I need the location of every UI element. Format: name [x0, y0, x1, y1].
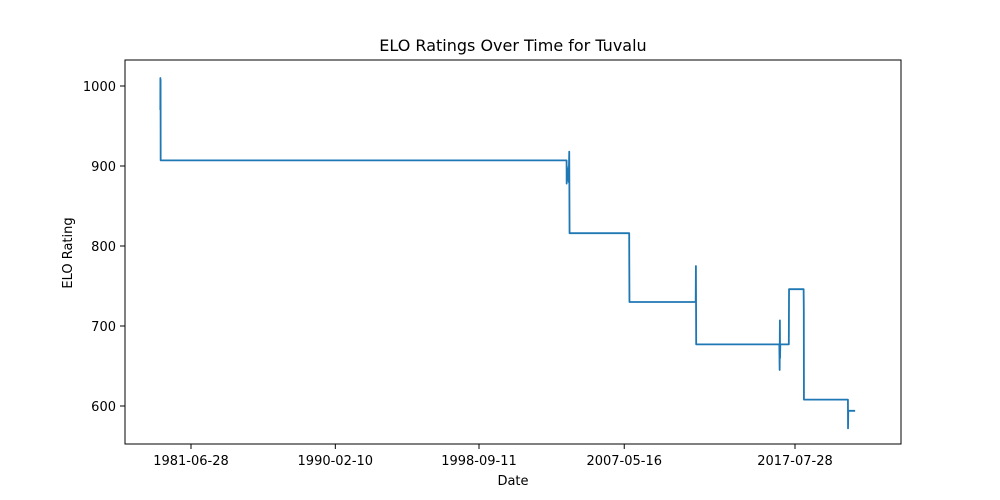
plot-layer [159, 77, 856, 430]
y-tick-label: 700 [91, 320, 116, 335]
plot-frame [124, 59, 902, 445]
y-tick-label: 800 [91, 240, 116, 255]
x-tick-label: 1990-02-10 [298, 454, 374, 469]
x-tick-label: 2007-05-16 [586, 454, 662, 469]
x-axis-label: Date [497, 474, 528, 489]
chart-title: ELO Ratings Over Time for Tuvalu [379, 36, 646, 55]
y-tick-label: 900 [91, 160, 116, 175]
y-axis-label: ELO Rating [61, 217, 76, 288]
x-axis: 1981-06-28 1990-02-10 1998-09-11 2007-05-16… [153, 444, 833, 469]
series-line [159, 77, 856, 430]
y-tick-label: 600 [91, 400, 116, 415]
x-tick-label: 1998-09-11 [441, 454, 517, 469]
x-tick-label: 2017-07-28 [757, 454, 833, 469]
y-axis: 600 700 800 900 1000 [83, 80, 125, 415]
y-tick-label: 1000 [83, 80, 116, 95]
x-tick-label: 1981-06-28 [153, 454, 229, 469]
